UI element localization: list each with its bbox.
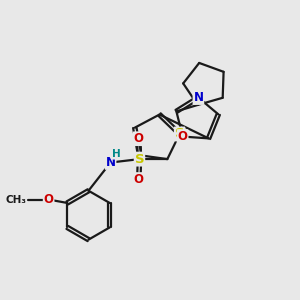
Text: O: O	[178, 130, 188, 143]
Text: S: S	[135, 153, 144, 166]
Text: CH₃: CH₃	[5, 195, 26, 205]
Text: O: O	[134, 173, 144, 186]
Text: N: N	[106, 156, 116, 169]
Text: O: O	[44, 193, 54, 206]
Text: O: O	[134, 132, 144, 145]
Text: S: S	[175, 128, 184, 140]
Text: H: H	[112, 149, 121, 159]
Text: N: N	[194, 91, 203, 104]
